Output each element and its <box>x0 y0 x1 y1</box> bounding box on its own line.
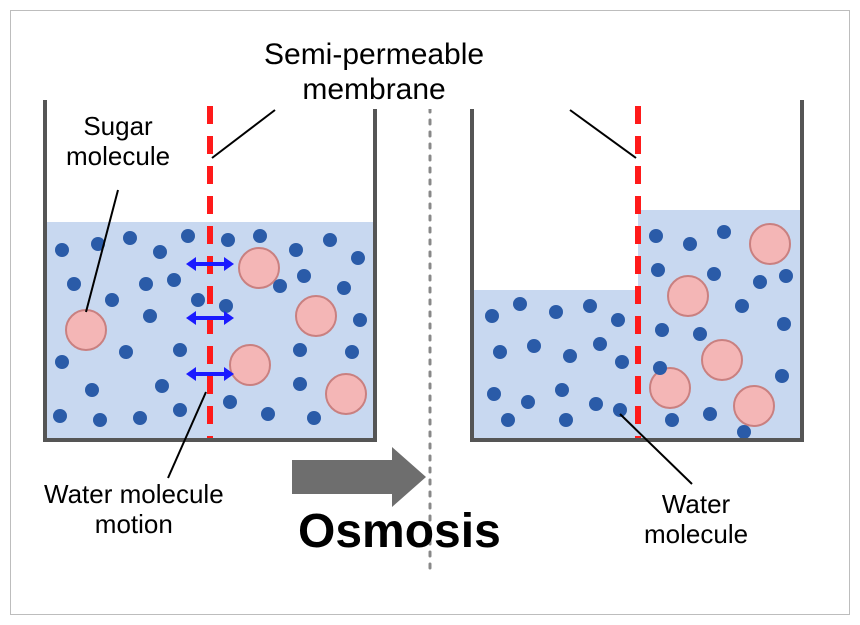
water-molecule <box>615 355 629 369</box>
water-molecule <box>55 243 69 257</box>
water-molecule <box>737 425 751 439</box>
water-molecule <box>337 281 351 295</box>
water-molecule <box>493 345 507 359</box>
water-molecule <box>707 267 721 281</box>
sugar-molecule <box>650 368 690 408</box>
water-molecule <box>85 383 99 397</box>
callout-membrane_left <box>212 110 275 158</box>
water-molecule <box>549 305 563 319</box>
water-molecule <box>167 273 181 287</box>
sugar-molecule <box>326 374 366 414</box>
water-molecule <box>289 243 303 257</box>
label-water-molecule: Watermolecule <box>644 490 748 550</box>
sugar-molecule <box>734 386 774 426</box>
water-molecule <box>521 395 535 409</box>
water-molecule <box>273 279 287 293</box>
water-molecule <box>487 387 501 401</box>
water-molecule <box>139 277 153 291</box>
sugar-molecule <box>296 296 336 336</box>
water-molecule <box>353 313 367 327</box>
progression-arrow <box>292 447 426 507</box>
water-molecule <box>123 231 137 245</box>
callout-membrane_right <box>570 110 636 158</box>
water-molecule <box>611 313 625 327</box>
water-molecule <box>67 277 81 291</box>
water-molecule <box>173 343 187 357</box>
water-molecule <box>779 269 793 283</box>
water-molecule <box>593 337 607 351</box>
water-molecule <box>653 361 667 375</box>
water-molecule <box>717 225 731 239</box>
water-molecule <box>753 275 767 289</box>
sugar-molecule <box>230 345 270 385</box>
title-osmosis: Osmosis <box>298 504 501 559</box>
water-molecule <box>105 293 119 307</box>
water-molecule <box>153 245 167 259</box>
water-molecule <box>261 407 275 421</box>
water-molecule <box>693 327 707 341</box>
water-molecule <box>589 397 603 411</box>
water-molecule <box>345 345 359 359</box>
water-molecule <box>655 323 669 337</box>
water-molecule <box>323 233 337 247</box>
water-molecule <box>351 251 365 265</box>
water-molecule <box>221 233 235 247</box>
water-molecule <box>223 395 237 409</box>
water-molecule <box>93 413 107 427</box>
water-molecule <box>703 407 717 421</box>
water-molecule <box>485 309 499 323</box>
water-molecule <box>501 413 515 427</box>
water-molecule <box>583 299 597 313</box>
water-molecule <box>735 299 749 313</box>
water-molecule <box>683 237 697 251</box>
water-molecule <box>55 355 69 369</box>
water-molecule <box>527 339 541 353</box>
sugar-molecule <box>668 276 708 316</box>
water-molecule <box>53 409 67 423</box>
water-molecule <box>143 309 157 323</box>
water-molecule <box>293 377 307 391</box>
water-molecule <box>219 299 233 313</box>
sugar-molecule <box>66 310 106 350</box>
water-molecule <box>119 345 133 359</box>
label-membrane: Semi-permeablemembrane <box>258 36 490 109</box>
sugar-molecule <box>750 224 790 264</box>
water-molecule <box>173 403 187 417</box>
water-molecule <box>293 343 307 357</box>
water-molecule <box>513 297 527 311</box>
label-sugar-molecule: Sugarmolecule <box>66 112 170 172</box>
water-molecule <box>559 413 573 427</box>
water-molecule <box>181 229 195 243</box>
water-molecule <box>777 317 791 331</box>
label-water-motion: Water moleculemotion <box>44 480 224 540</box>
water-molecule <box>651 263 665 277</box>
water-molecule <box>563 349 577 363</box>
water-molecule <box>191 293 205 307</box>
sugar-molecule <box>702 340 742 380</box>
water-molecule <box>133 411 147 425</box>
sugar-molecule <box>239 248 279 288</box>
water-molecule <box>307 411 321 425</box>
water-molecule <box>555 383 569 397</box>
water-molecule <box>649 229 663 243</box>
water-molecule <box>155 379 169 393</box>
water-molecule <box>775 369 789 383</box>
water-molecule <box>297 269 311 283</box>
water-molecule <box>253 229 267 243</box>
water-molecule <box>665 413 679 427</box>
